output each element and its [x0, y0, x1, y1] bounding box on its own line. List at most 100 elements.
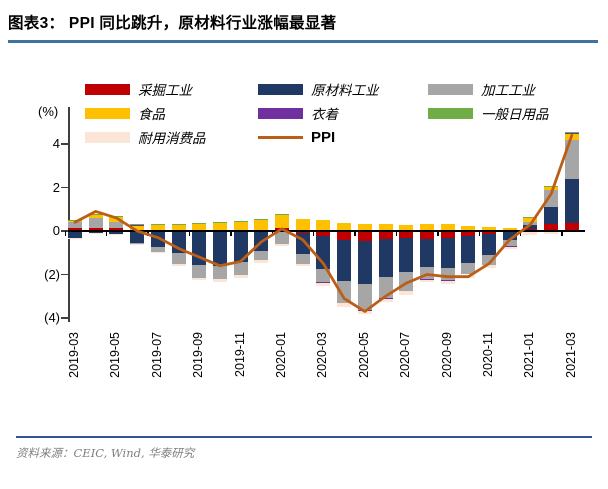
bar-segment: [88, 217, 103, 228]
x-tick: [520, 231, 522, 236]
y-tick-label: 4: [52, 136, 60, 151]
bar-segment: [564, 132, 579, 134]
legend-color-swatch: [428, 107, 473, 119]
x-axis-label: 2021-03: [563, 332, 578, 378]
bar-segment: [357, 240, 372, 285]
bar-segment: [130, 224, 145, 226]
bar-segment: [233, 220, 248, 222]
bar-segment: [68, 219, 82, 221]
y-axis-unit-label: (%): [38, 104, 59, 119]
bar-segment: [109, 215, 124, 217]
bar-segment: [212, 278, 227, 283]
legend-item: 衣着: [258, 101, 379, 125]
x-tick: [147, 231, 149, 236]
bar-segment: [502, 239, 517, 247]
bar-segment: [275, 214, 289, 216]
bar-segment: [109, 216, 124, 222]
bar-segment: [130, 231, 145, 243]
legend-label: 原材料工业: [311, 83, 379, 99]
bar-segment: [171, 264, 186, 267]
bar-segment: [254, 260, 269, 263]
bar-segment: [316, 282, 331, 286]
bar-segment: [88, 233, 103, 235]
bar-segment: [357, 284, 372, 311]
legend-color-swatch: [428, 83, 473, 95]
bar-segment: [482, 234, 496, 255]
bar-segment: [523, 217, 538, 222]
bar-segment: [502, 246, 517, 249]
bar-segment: [275, 214, 289, 228]
bar-segment: [109, 221, 124, 229]
legend-item: 原材料工业: [258, 77, 379, 101]
bar-segment: [523, 232, 538, 235]
legend-item: 一般日用品: [428, 101, 549, 125]
x-axis-label: 2020-03: [315, 332, 330, 378]
legend-item: 耐用消费品: [85, 125, 206, 149]
bar-segment: [378, 299, 393, 303]
legend-line-swatch: [258, 135, 303, 139]
bar-segment: [564, 178, 579, 224]
x-tick: [188, 231, 191, 236]
y-axis-line: [68, 107, 70, 322]
bar-segment: [378, 276, 393, 299]
source-note: 资料来源：CEIC, Wind, 华泰研究: [16, 446, 195, 460]
bar-segment: [254, 250, 269, 261]
bar-segment: [68, 221, 82, 228]
legend-color-swatch: [258, 83, 303, 95]
bar-segment: [399, 272, 414, 291]
legend-color-swatch: [258, 107, 303, 119]
bar-segment: [440, 267, 455, 280]
bar-segment: [316, 236, 331, 270]
bar-segment: [233, 275, 248, 279]
bar-segment: [295, 253, 310, 264]
x-tick: [64, 231, 67, 236]
bar-segment: [440, 280, 455, 284]
x-axis-label: 2019-09: [191, 332, 206, 378]
legend-label: 食品: [138, 107, 165, 123]
bar-segment: [254, 231, 269, 251]
bar-segment: [482, 254, 496, 265]
bar-segment: [130, 244, 145, 246]
x-tick: [395, 231, 398, 236]
legend-color-swatch: [85, 131, 130, 143]
bar-segment: [523, 217, 538, 219]
x-tick: [437, 231, 439, 236]
y-tick: [61, 273, 68, 276]
x-axis-label: 2019-11: [232, 332, 247, 377]
x-axis-label: 2020-07: [398, 332, 413, 378]
x-axis-label: 2020-09: [439, 332, 454, 378]
bar-segment: [150, 251, 165, 253]
legend-item: 食品: [85, 101, 206, 125]
bar-segment: [295, 263, 310, 267]
bar-segment: [419, 238, 434, 267]
legend-color-swatch: [85, 83, 130, 95]
bar-segment: [254, 219, 269, 221]
bar-segment: [378, 231, 393, 239]
bar-segment: [399, 237, 414, 273]
bar-segment: [212, 232, 227, 266]
bar-segment: [171, 224, 186, 226]
bar-segment: [357, 311, 372, 315]
y-tick: [61, 317, 68, 319]
x-axis-label: 2020-11: [481, 332, 495, 377]
x-axis-label: 2019-07: [149, 332, 164, 378]
footer-rule: [16, 436, 592, 438]
y-tick: [61, 143, 68, 145]
y-tick: [61, 230, 68, 232]
legend-label: 采掘工业: [138, 83, 192, 99]
bar-segment: [150, 231, 165, 248]
bar-segment: [171, 231, 186, 254]
bar-segment: [171, 253, 186, 265]
bar-segment: [544, 231, 559, 234]
bar-segment: [275, 232, 289, 245]
bar-segment: [523, 221, 538, 226]
bar-segment: [109, 234, 124, 236]
legend-item: PPI: [258, 125, 379, 149]
bar-segment: [295, 233, 310, 254]
bar-segment: [378, 238, 393, 277]
x-axis-label: 2020-05: [356, 332, 371, 378]
bar-segment: [544, 207, 559, 224]
legend-color-swatch: [85, 107, 130, 119]
legend-label: 加工工业: [481, 83, 535, 99]
